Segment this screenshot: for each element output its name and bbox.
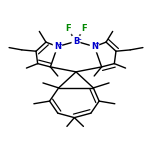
Text: N: N bbox=[91, 42, 98, 51]
Text: F: F bbox=[81, 24, 87, 33]
Text: N: N bbox=[54, 42, 61, 51]
Text: B: B bbox=[73, 37, 79, 46]
Text: +: + bbox=[95, 41, 99, 46]
Text: −: − bbox=[76, 36, 81, 41]
Text: −: − bbox=[58, 41, 62, 46]
Text: F: F bbox=[65, 24, 71, 33]
